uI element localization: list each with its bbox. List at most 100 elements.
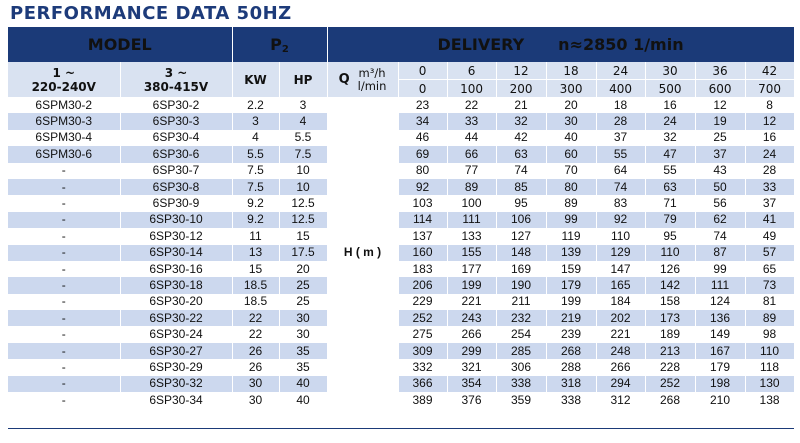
power-hp: 12.5 [279,195,328,212]
head-value: 32 [645,129,696,147]
head-value: 66 [447,146,497,163]
table-row: -6SP30-32 30 40 366 354 338 318 294 252 198 130 [8,375,795,393]
head-value: 199 [546,293,597,311]
single-phase-model: - [8,326,121,343]
head-value: 25 [695,129,746,147]
head-value: 173 [645,310,696,327]
flow-lmin-cell: 700 [745,79,795,97]
single-phase-label: 1 ~ [52,65,76,80]
head-value: 28 [596,113,646,130]
three-phase-model: 6SP30-29 [120,359,233,376]
flow-lmin-cell: 400 [596,79,646,97]
single-phase-model: - [8,178,121,196]
power-kw: 5.5 [232,146,280,163]
single-phase-model: 6SPM30-4 [8,129,121,147]
power-kw: 18.5 [232,277,280,294]
single-phase-model: - [8,293,121,311]
head-value: 63 [496,146,547,163]
single-phase-model: 6SPM30-3 [8,113,121,130]
head-value: 19 [695,113,746,130]
three-phase-model: 6SP30-4 [120,129,233,147]
head-value: 62 [695,211,746,229]
head-value: 149 [695,326,746,343]
head-value: 202 [596,310,646,327]
head-value: 43 [695,162,746,179]
single-phase-model: - [8,162,121,179]
three-phase-model: 6SP30-9 [120,195,233,212]
single-phase-model: - [8,228,121,245]
head-value: 20 [546,97,597,114]
power-hp: 10 [279,162,328,179]
head-value: 110 [645,244,696,261]
head-value: 184 [596,293,646,311]
head-value: 148 [496,244,547,261]
power-hp: 30 [279,310,328,327]
head-value: 16 [645,97,696,114]
head-value: 312 [596,392,646,409]
single-phase-model: 6SPM30-6 [8,146,121,163]
head-value: 169 [496,260,547,278]
table-row: 6SPM30-2 6SP30-2 2.2 3 H ( m ) 23 22 21 20 18 16 12… [8,97,795,409]
power-hp: 17.5 [279,244,328,261]
head-value: 100 [447,195,497,212]
power-hp: 12.5 [279,211,328,229]
head-value: 40 [546,129,597,147]
head-value: 124 [695,293,746,311]
head-value: 268 [645,392,696,409]
head-value: 129 [596,244,646,261]
power-hp: 35 [279,342,328,360]
head-value: 160 [398,244,448,261]
three-phase-model: 6SP30-10 [120,211,233,229]
three-phase-model: 6SP30-7 [120,162,233,179]
power-header: P2 [232,27,328,62]
head-value: 70 [546,162,597,179]
head-value: 34 [398,113,448,130]
subheader-row-m3h: 1 ~220-240V 3 ~380-415V KW HP Q m³/h l/mi… [8,62,795,97]
power-kw: 11 [232,228,280,245]
three-phase-model: 6SP30-14 [120,244,233,261]
power-kw: 3 [232,113,280,130]
head-value: 37 [596,129,646,147]
kw-header: KW [232,62,280,97]
head-value: 198 [695,375,746,393]
head-value: 183 [398,260,448,278]
table-row: -6SP30-27 26 35 309 299 285 268 248 213 167 110 [8,342,795,360]
power-kw: 22 [232,326,280,343]
head-value: 110 [745,342,795,360]
head-value: 41 [745,211,795,229]
head-value: 95 [496,195,547,212]
head-value: 266 [596,359,646,376]
power-kw: 15 [232,260,280,278]
head-value: 57 [745,244,795,261]
single-phase-model: - [8,359,121,376]
power-hp: 40 [279,375,328,393]
three-phase-label: 3 ~ [164,65,188,80]
head-value: 114 [398,211,448,229]
three-phase-model: 6SP30-20 [120,293,233,311]
single-phase-model: - [8,375,121,393]
speed-label: n≈2850 1/min [558,35,684,54]
performance-table: MODEL P2 DELIVERY n≈2850 1/min 1 ~220-240… [8,27,795,409]
three-phase-model: 6SP30-8 [120,178,233,196]
power-hp: 5.5 [279,129,328,147]
head-value: 206 [398,277,448,294]
head-value: 221 [596,326,646,343]
head-value: 142 [645,277,696,294]
head-value: 24 [645,113,696,130]
power-header-main: P [270,34,282,54]
data-body: 6SPM30-2 6SP30-2 2.2 3 H ( m ) 23 22 21 20 18 16 12… [8,97,795,409]
table-row: -6SP30-16 15 20 183 177 169 159 147 126 99 65 [8,260,795,278]
head-value: 18 [596,97,646,114]
head-value: 147 [596,260,646,278]
three-phase-model: 6SP30-12 [120,228,233,245]
head-value: 73 [745,277,795,294]
head-value: 33 [745,178,795,196]
head-value: 74 [695,228,746,245]
head-value: 133 [447,228,497,245]
table-row: -6SP30-29 26 35 332 321 306 288 266 228 179 118 [8,359,795,376]
three-phase-model: 6SP30-18 [120,277,233,294]
head-value: 266 [447,326,497,343]
power-kw: 30 [232,392,280,409]
head-value: 80 [398,162,448,179]
head-value: 106 [496,211,547,229]
